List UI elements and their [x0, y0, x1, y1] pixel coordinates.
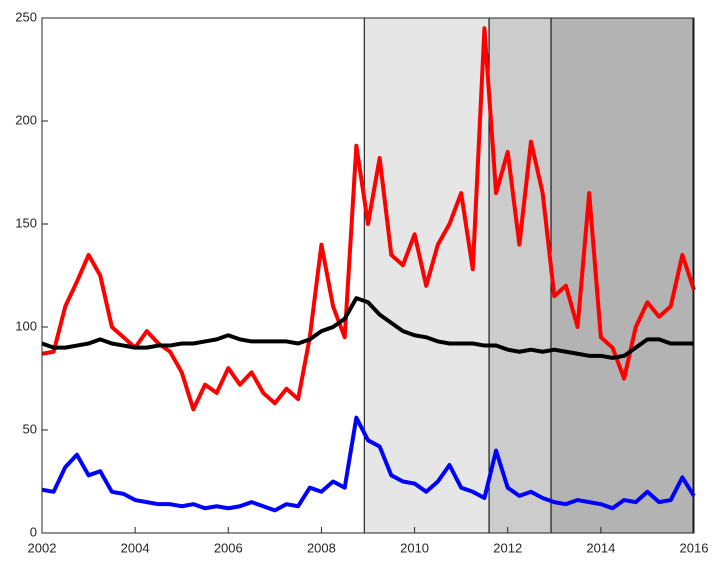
- x-tick-label: 2002: [28, 540, 57, 555]
- y-tick-label: 100: [15, 318, 37, 333]
- y-tick-label: 50: [23, 421, 37, 436]
- y-tick-label: 0: [30, 524, 37, 539]
- x-tick-label: 2012: [493, 540, 522, 555]
- x-tick-label: 2016: [680, 540, 709, 555]
- x-tick-label: 2004: [121, 540, 150, 555]
- line-series: [41, 415, 696, 513]
- x-tick-label: 2008: [307, 540, 336, 555]
- line-series: [41, 26, 696, 412]
- y-tick-label: 200: [15, 112, 37, 127]
- plot-frame: [41, 17, 695, 534]
- shaded-region: [488, 17, 552, 534]
- x-tick-label: 2010: [400, 540, 429, 555]
- shaded-region: [550, 17, 694, 534]
- line-series: [41, 296, 694, 360]
- x-tick-label: 2014: [586, 540, 615, 555]
- y-tick-label: 150: [15, 215, 37, 230]
- shaded-region: [363, 17, 490, 534]
- x-tick-label: 2006: [214, 540, 243, 555]
- y-tick-label: 250: [15, 9, 37, 24]
